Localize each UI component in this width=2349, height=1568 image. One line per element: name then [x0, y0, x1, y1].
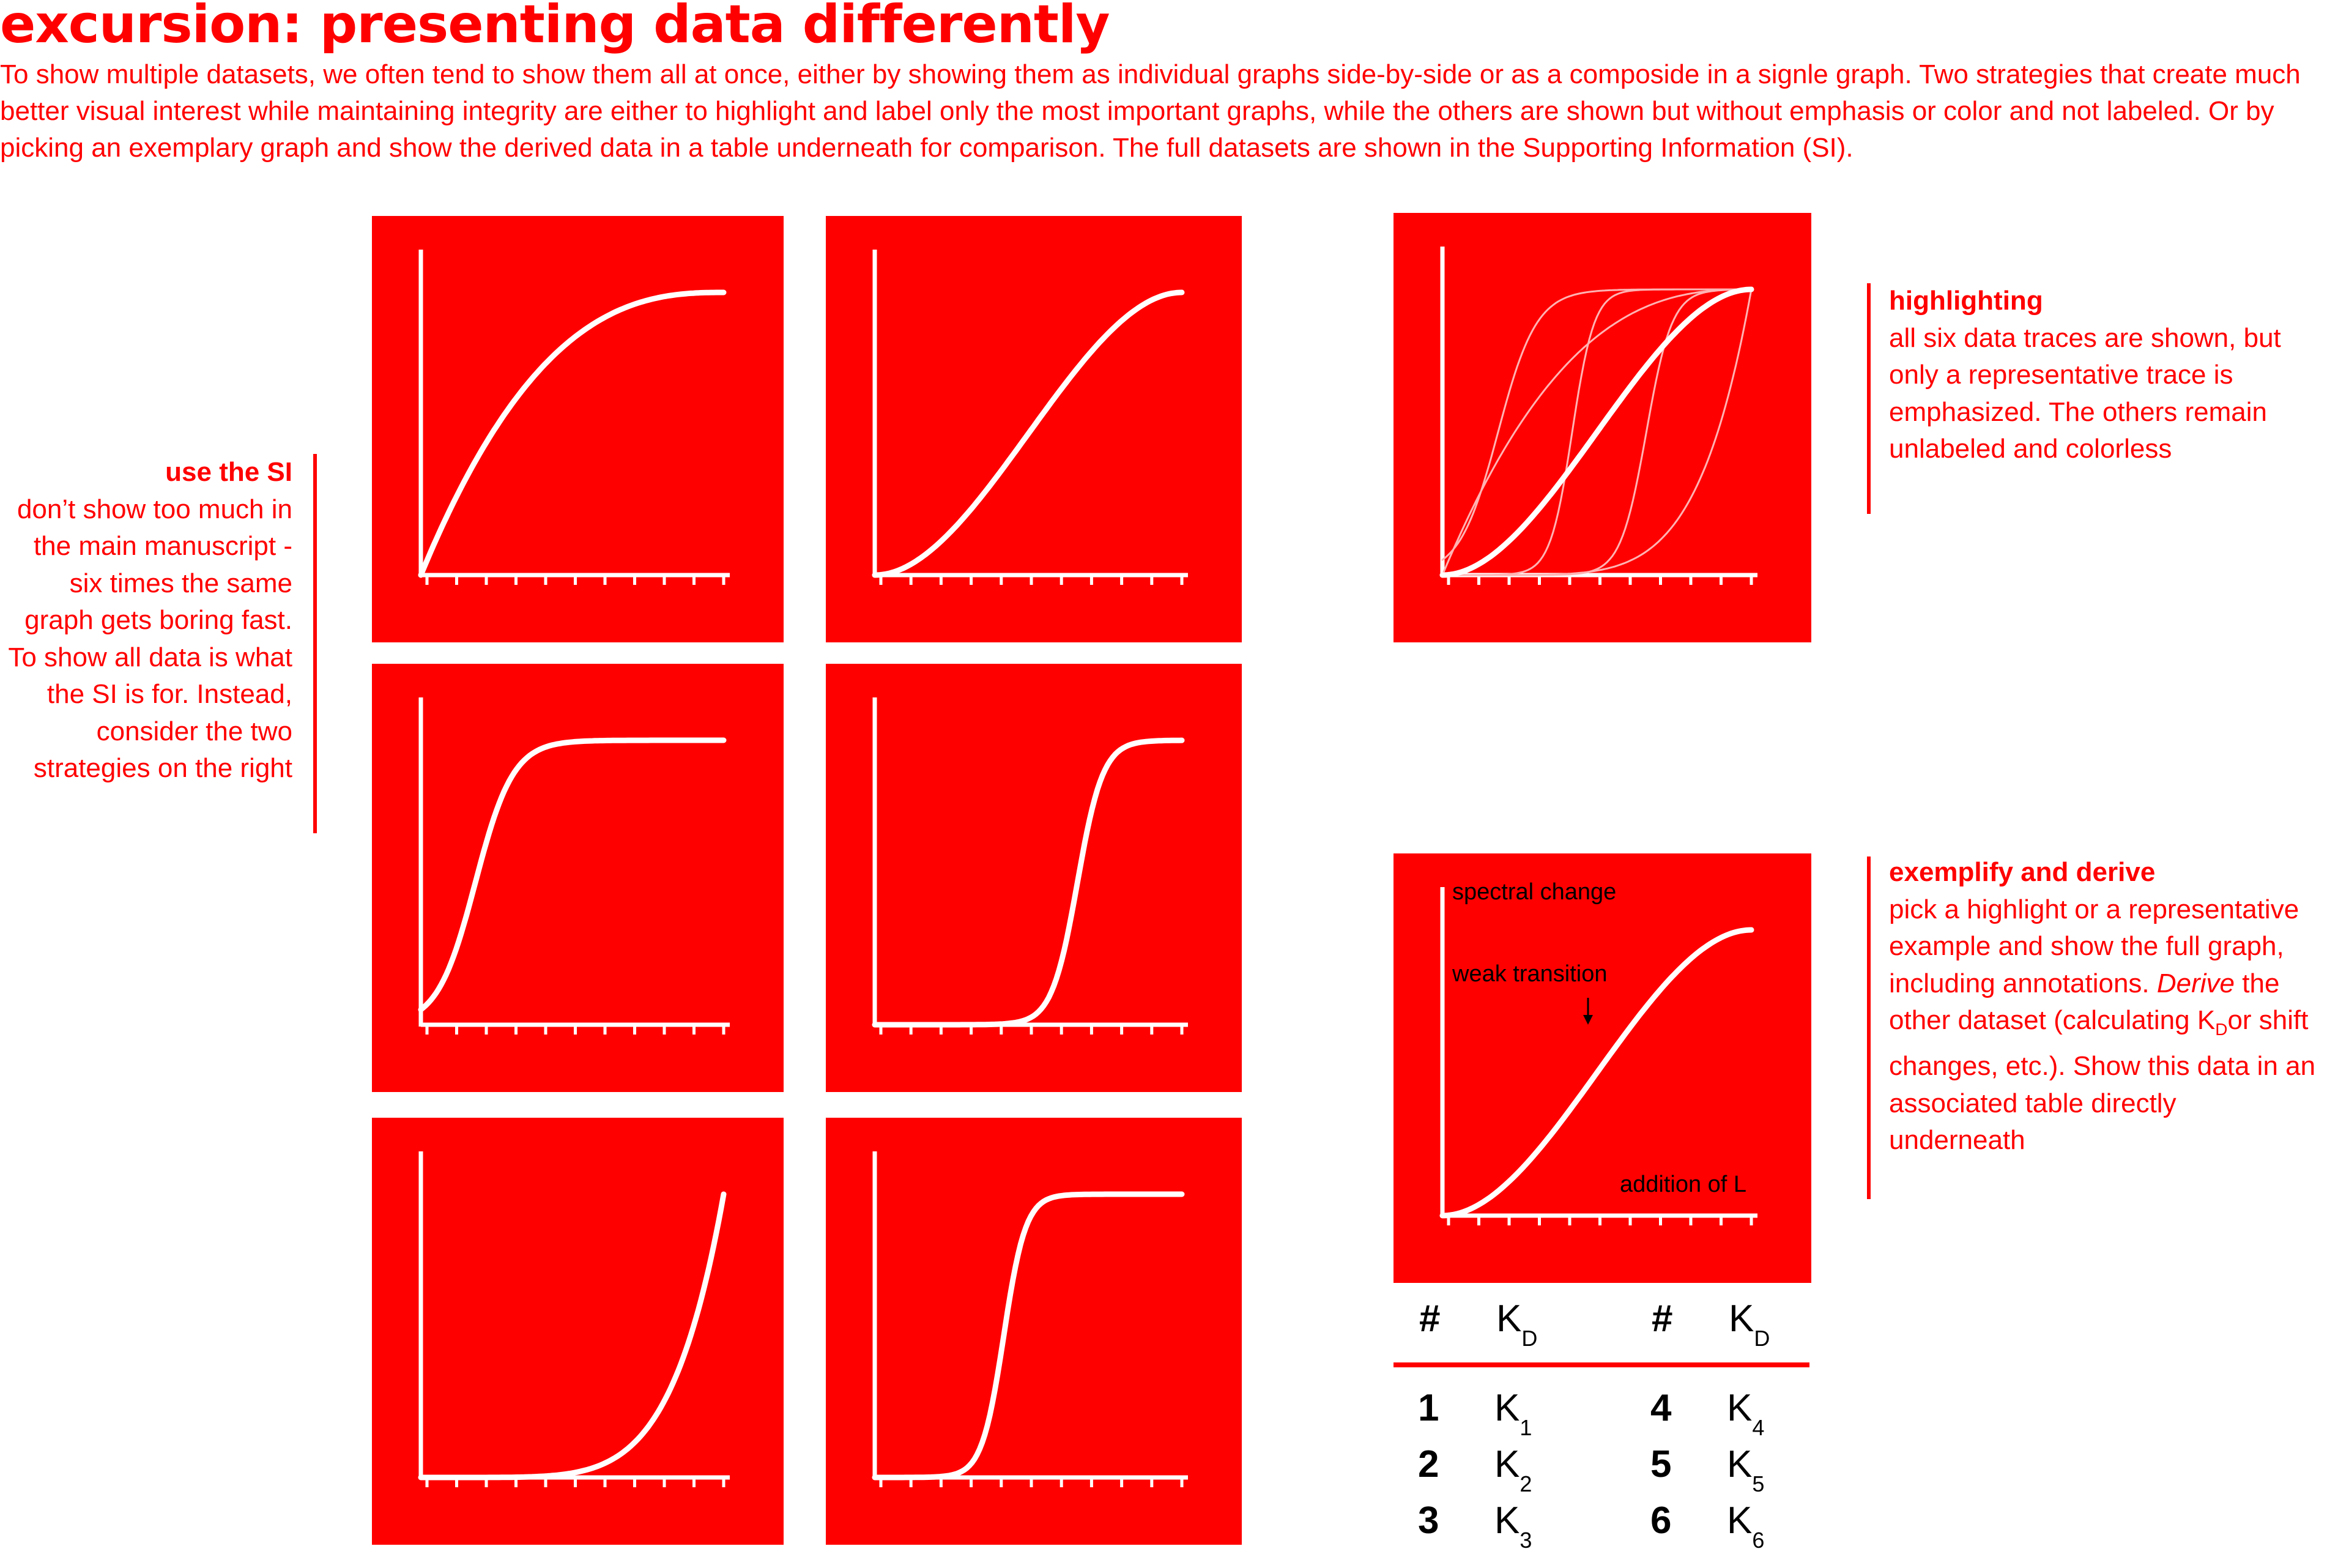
graph-panel-1: [372, 216, 784, 642]
table-header-rule: [1393, 1362, 1809, 1367]
highlight-trace-main: [1439, 286, 1754, 578]
graph-panel-4: [826, 664, 1242, 1092]
graph-5-trace: [418, 1191, 727, 1481]
graph-4-plot: [872, 697, 1188, 1035]
graph-4-trace: [872, 737, 1185, 1028]
graph-3-trace: [418, 737, 727, 1013]
table-row-1-k-b: K4: [1727, 1387, 1765, 1440]
note-highlighting-rule: [1867, 283, 1871, 514]
graph-panel-5: [372, 1118, 784, 1545]
note-exemplify-rule: [1867, 856, 1871, 1199]
note-use-si-rule: [313, 454, 317, 833]
note-exemplify-heading: exemplify and derive: [1889, 857, 2156, 887]
table-row-2-number-b: 5: [1650, 1443, 1672, 1485]
example-trace: [1439, 927, 1754, 1219]
graph-2-axes: [872, 250, 1188, 585]
note-use-si-heading: use the SI: [165, 457, 292, 487]
table-row-1-number-a: 1: [1418, 1387, 1439, 1429]
note-exemplify-body-post: or shift changes, etc.). Show this data …: [1889, 1005, 2316, 1156]
table-row-2-k-b: K5: [1727, 1443, 1765, 1496]
graph-panel-2: [826, 216, 1242, 642]
table-row-2-k-a: K2: [1494, 1443, 1532, 1496]
graph-5-axes: [418, 1151, 730, 1487]
note-exemplify-body-pre: pick a highlight or a representative exa…: [1889, 894, 2299, 998]
table-header-kd-2: KD: [1729, 1298, 1770, 1351]
graph-2-trace: [872, 289, 1185, 578]
example-annotation: weak transition: [1452, 961, 1608, 987]
graph-panel-6: [826, 1118, 1242, 1545]
table-row-3-number-b: 6: [1650, 1499, 1672, 1542]
graph-1-plot: [418, 250, 730, 585]
table-row-1-k-a: K1: [1494, 1387, 1532, 1440]
table-header-number-2: #: [1652, 1298, 1673, 1340]
page-title: excursion: presenting data differently: [0, 0, 1110, 55]
note-highlighting-body: all six data traces are shown, but only …: [1889, 322, 2281, 464]
intro-paragraph: To show multiple datasets, we often tend…: [0, 59, 2301, 163]
example-plot: [1439, 887, 1757, 1225]
note-use-si: use the SI don’t show too much in the ma…: [0, 454, 292, 787]
graph-5-plot: [418, 1151, 730, 1487]
graph-3-axes: [418, 697, 730, 1035]
table-header-kd-1: KD: [1496, 1298, 1538, 1351]
table-row-1-number-b: 4: [1650, 1387, 1672, 1429]
graph-6-axes: [872, 1151, 1188, 1487]
graph-4-axes: [872, 697, 1188, 1035]
graph-6-plot: [872, 1151, 1188, 1487]
annotation-arrow-head: [1583, 1015, 1593, 1025]
graph-6-trace: [872, 1191, 1185, 1481]
graph-panel-3: [372, 664, 784, 1092]
highlight-trace-sat: [1441, 288, 1753, 576]
note-use-si-body: don’t show too much in the main manuscri…: [8, 494, 292, 784]
example-axes: [1440, 887, 1757, 1225]
example-ylabel: spectral change: [1452, 879, 1617, 905]
note-highlighting-heading: highlighting: [1889, 286, 2043, 316]
note-exemplify-body-mid: the other dataset (calculating K: [1889, 968, 2280, 1036]
graph-3-plot: [418, 697, 730, 1035]
example-xlabel: addition of L: [1620, 1172, 1747, 1197]
highlight-plot: [1439, 247, 1757, 585]
graph-1-axes: [418, 250, 730, 585]
table-row-3-k-a: K3: [1494, 1499, 1532, 1553]
highlight-panel: [1393, 213, 1811, 642]
note-exemplify: exemplify and derive pick a highlight or…: [1889, 854, 2317, 1159]
note-exemplify-body-sub: D: [2215, 1019, 2228, 1039]
table-header-number-1: #: [1419, 1298, 1441, 1340]
note-highlighting: highlighting all six data traces are sho…: [1889, 283, 2317, 468]
graph-2-plot: [872, 250, 1188, 585]
note-exemplify-body-em: Derive: [2156, 968, 2235, 998]
graph-1-trace: [418, 289, 727, 578]
highlight-trace-exp: [1441, 288, 1753, 576]
example-panel: spectral change weak transition addition…: [1393, 853, 1811, 1283]
table-row-3-k-b: K6: [1727, 1499, 1765, 1553]
table-row-3-number-a: 3: [1418, 1499, 1439, 1542]
highlight-trace-early: [1441, 288, 1753, 561]
highlight-axes: [1440, 247, 1757, 585]
table-row-2-number-a: 2: [1418, 1443, 1439, 1485]
